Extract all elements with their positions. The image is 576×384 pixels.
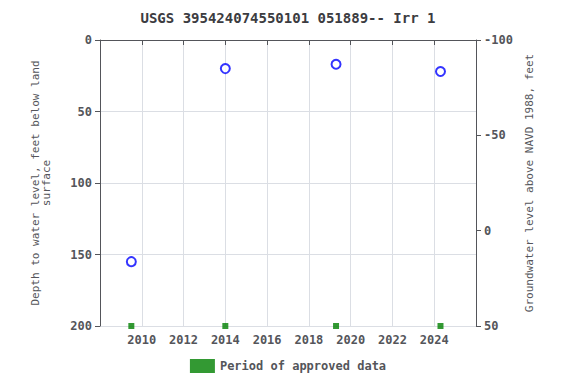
svg-text:200: 200 — [70, 319, 92, 333]
svg-text:surface: surface — [40, 160, 53, 206]
svg-text:Depth to water level, feet bel: Depth to water level, feet below land — [29, 60, 42, 306]
svg-text:50: 50 — [78, 105, 92, 119]
svg-text:0: 0 — [85, 33, 92, 47]
svg-text:-100: -100 — [484, 33, 513, 47]
svg-text:2020: 2020 — [336, 333, 365, 347]
svg-text:2016: 2016 — [253, 333, 282, 347]
svg-text:2024: 2024 — [420, 333, 449, 347]
svg-text:150: 150 — [70, 248, 92, 262]
svg-text:2012: 2012 — [169, 333, 198, 347]
svg-text:50: 50 — [484, 319, 498, 333]
svg-text:Period of approved data: Period of approved data — [220, 359, 386, 373]
svg-text:2018: 2018 — [294, 333, 323, 347]
svg-text:2014: 2014 — [211, 333, 240, 347]
svg-text:0: 0 — [484, 224, 491, 238]
svg-text:2022: 2022 — [378, 333, 407, 347]
svg-text:USGS 395424074550101 051889--: USGS 395424074550101 051889-- Irr 1 — [140, 10, 435, 26]
svg-text:100: 100 — [70, 176, 92, 190]
svg-text:Groundwater level above NAVD 1: Groundwater level above NAVD 1988, feet — [523, 54, 536, 312]
svg-text:2010: 2010 — [127, 333, 156, 347]
svg-text:-50: -50 — [484, 128, 506, 142]
